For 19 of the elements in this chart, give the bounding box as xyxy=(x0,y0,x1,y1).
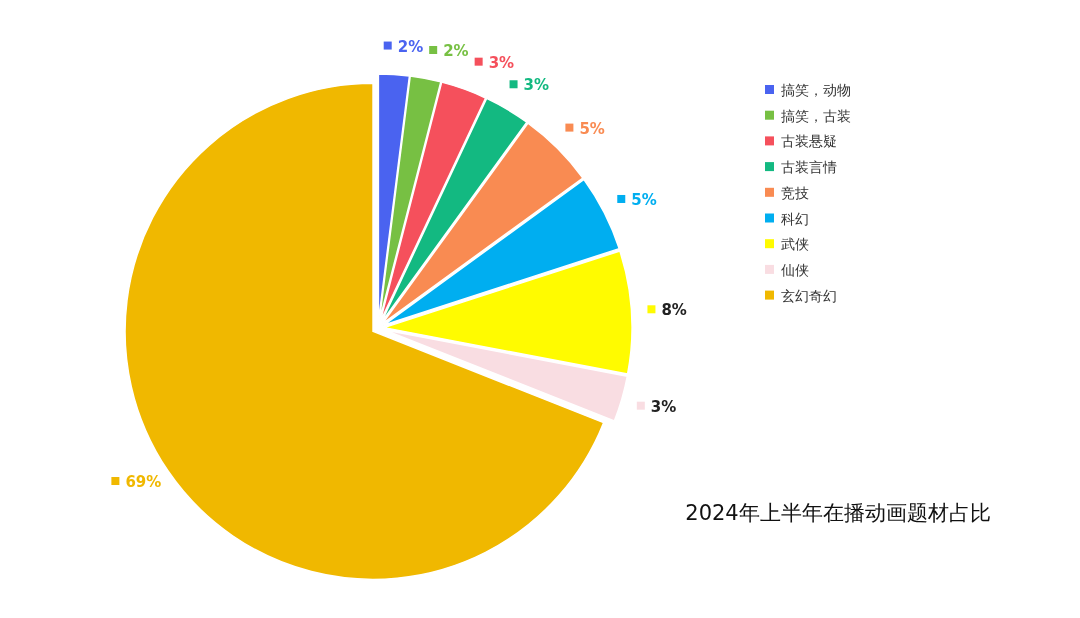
legend-label: 竞技 xyxy=(781,184,809,201)
text: 2024年上半年在播动画题材占比 xyxy=(685,501,991,525)
legend-label: 搞笑，古装 xyxy=(781,107,851,124)
data-label: 69% xyxy=(125,473,162,492)
legend-label: 玄幻奇幻 xyxy=(781,287,837,304)
data-label: 3% xyxy=(650,397,677,416)
legend-label: 古装悬疑 xyxy=(781,133,837,150)
data-label: 5% xyxy=(579,119,605,138)
data-label: 3% xyxy=(488,53,515,72)
data-label: 3% xyxy=(523,76,550,95)
legend-label: 仙侠 xyxy=(781,261,809,278)
data-label: 2% xyxy=(443,41,469,60)
legend-label: 武侠 xyxy=(781,236,809,253)
data-label: 5% xyxy=(631,190,657,209)
data-label: 8% xyxy=(661,301,687,320)
legend-label: 搞笑，动物 xyxy=(781,82,851,98)
data-label: 2% xyxy=(397,37,424,56)
legend-label: 科幻 xyxy=(781,210,809,227)
legend-label: 古装言情 xyxy=(781,159,837,176)
